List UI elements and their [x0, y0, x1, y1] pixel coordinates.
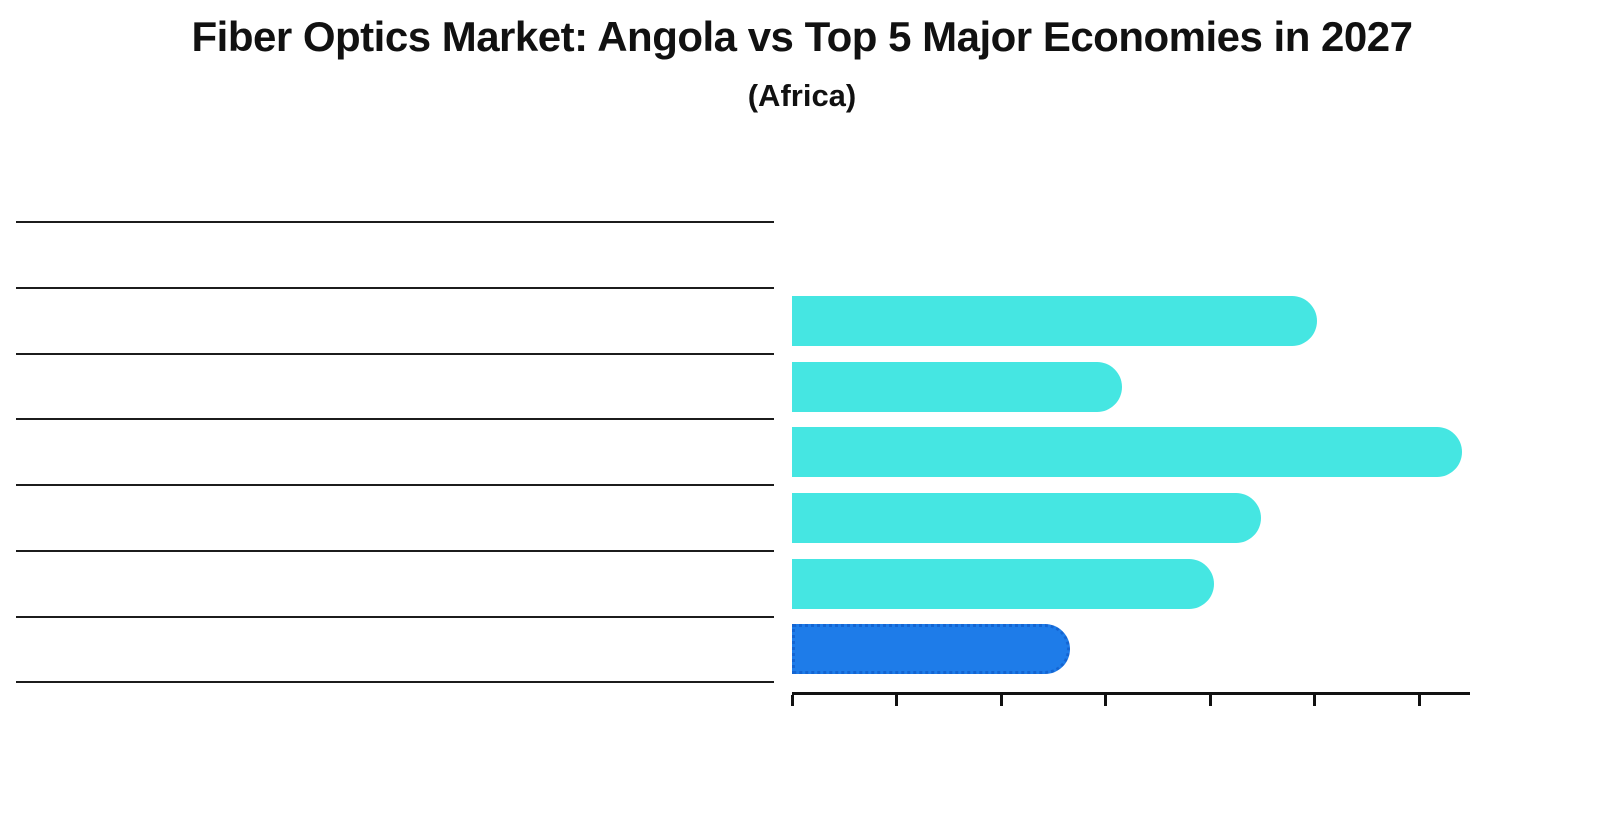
x-tick-mark [895, 695, 898, 706]
table-rule [16, 418, 774, 421]
table-rule [16, 549, 774, 552]
bar-south-africa [792, 361, 1122, 412]
bar-ethiopia [792, 427, 1462, 478]
bar-algeria [792, 492, 1261, 543]
x-tick-mark [999, 695, 1003, 706]
table-rule [16, 287, 774, 289]
table-rule [16, 484, 774, 487]
bar-egypt [792, 295, 1317, 346]
table-rule [16, 681, 774, 684]
chart-title: Fiber Optics Market: Angola vs Top 5 Maj… [191, 13, 1413, 60]
x-tick-mark [1417, 695, 1421, 706]
bar-nigeria [792, 558, 1214, 609]
x-tick-mark [790, 695, 794, 706]
x-tick-mark [1104, 695, 1107, 706]
table-rule [16, 615, 774, 618]
table-rule [16, 352, 774, 355]
chart-subtitle: (Africa) [747, 78, 857, 113]
bar-highlight-angola [792, 624, 1070, 675]
x-tick-mark [1313, 695, 1316, 706]
x-tick-mark [1208, 695, 1212, 706]
table-rule [16, 221, 774, 223]
x-axis-line [792, 692, 1470, 695]
